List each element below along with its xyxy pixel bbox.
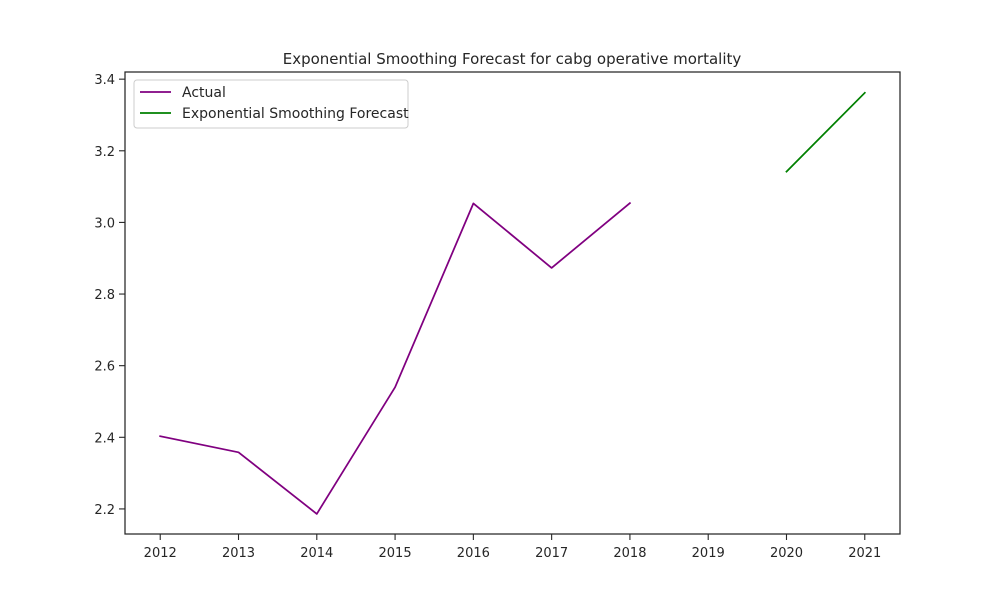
y-tick-label: 3.4 (94, 73, 115, 88)
x-tick-label: 2014 (300, 546, 333, 561)
x-tick-label: 2013 (222, 546, 255, 561)
series-lines (159, 91, 867, 515)
x-tick-label: 2017 (535, 546, 568, 561)
x-tick-label: 2012 (144, 546, 177, 561)
y-tick-label: 2.6 (94, 360, 115, 375)
x-tick-label: 2019 (692, 546, 725, 561)
series-line-1 (785, 91, 867, 173)
series-line-0 (159, 201, 632, 515)
plot-frame (124, 71, 901, 535)
legend-label-1: Exponential Smoothing Forecast (182, 106, 409, 122)
x-tick-label: 2021 (848, 546, 881, 561)
x-tick-label: 2016 (457, 546, 490, 561)
y-tick-label: 2.4 (94, 431, 115, 446)
x-tick-label: 2018 (613, 546, 646, 561)
y-tick-label: 3.0 (94, 216, 115, 231)
legend-box (133, 79, 409, 129)
legend: Actual Exponential Smoothing Forecast (133, 79, 409, 129)
legend-label-0: Actual (182, 85, 226, 101)
x-axis: 2012 2013 2014 2015 2016 2017 2018 2019 2020 2021 (144, 534, 881, 561)
x-tick-label: 2020 (770, 546, 803, 561)
y-axis: 2.2 2.4 2.6 2.8 3.0 3.2 3.4 (94, 73, 125, 518)
y-tick-label: 3.2 (94, 145, 115, 160)
chart-title: Exponential Smoothing Forecast for cabg … (283, 50, 742, 68)
y-tick-label: 2.2 (94, 503, 115, 518)
x-tick-label: 2015 (379, 546, 412, 561)
y-tick-label: 2.8 (94, 288, 115, 303)
